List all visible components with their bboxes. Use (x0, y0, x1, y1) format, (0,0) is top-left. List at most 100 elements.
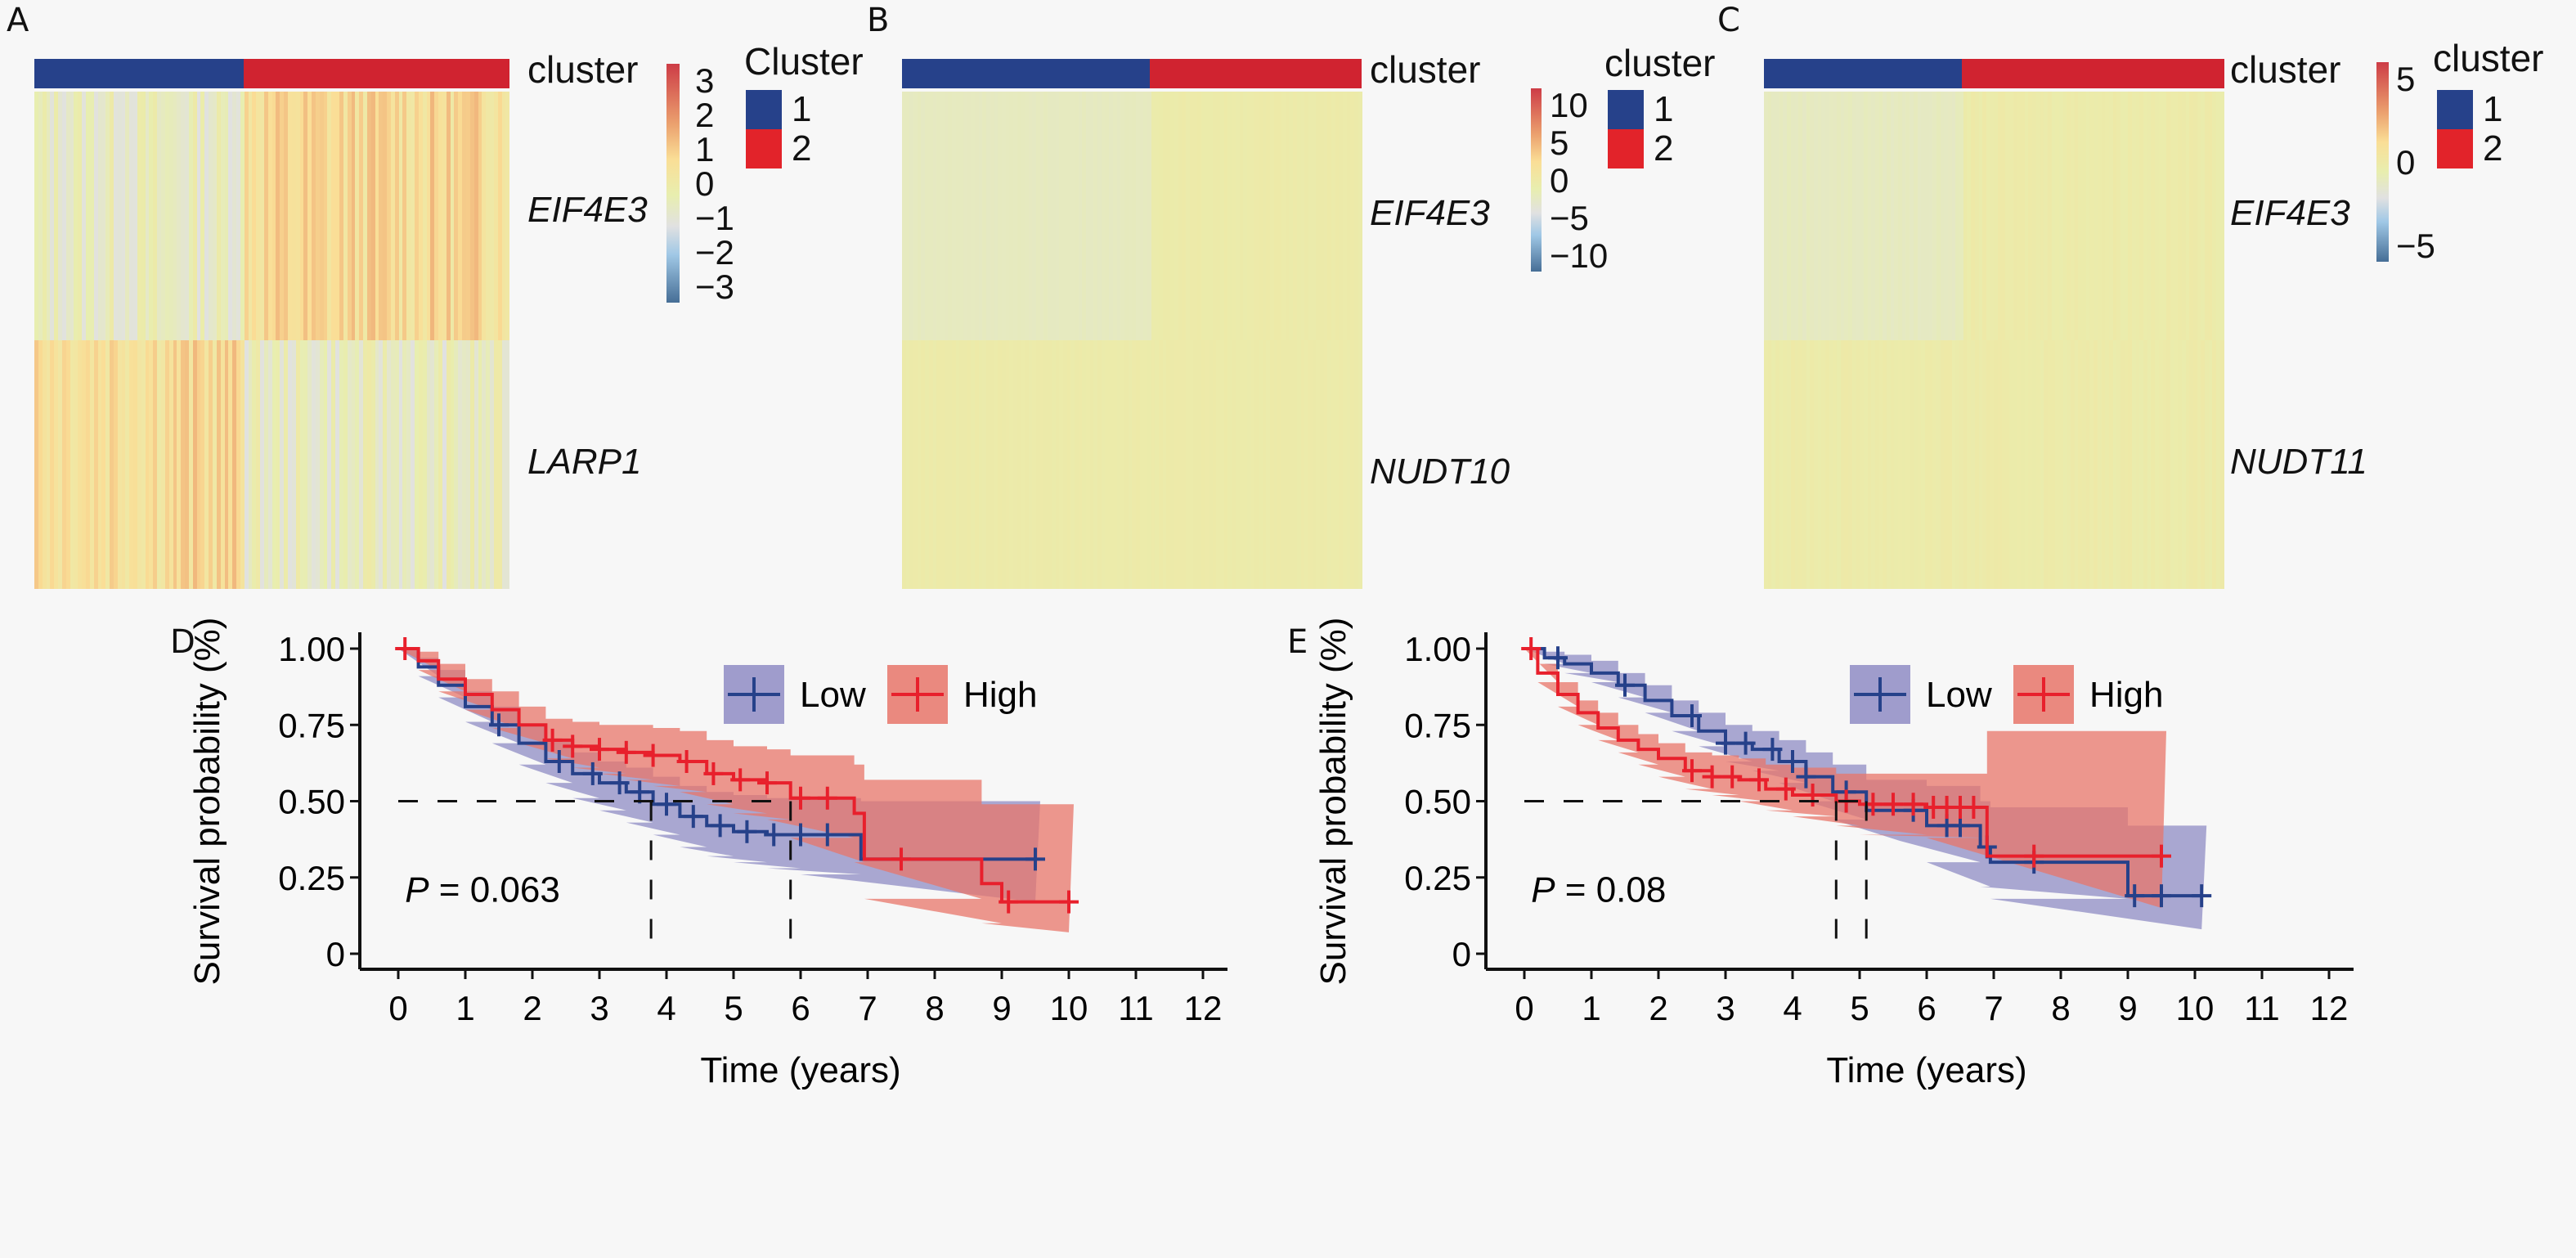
heatmap-cell (1887, 92, 1891, 340)
heatmap-cell (228, 92, 233, 340)
heatmap-cell (1189, 92, 1194, 340)
heatmap-cell (1783, 340, 1788, 589)
heatmap-cell (1059, 340, 1063, 589)
annotation-bar-cluster-1 (1764, 59, 1962, 88)
heatmap-cell (1124, 340, 1129, 589)
heatmap-cell (129, 92, 134, 340)
heatmap-cell (1837, 340, 1841, 589)
heatmap-cell (2035, 92, 2040, 340)
heatmap-cell (1016, 92, 1021, 340)
heatmap-cell (149, 340, 154, 589)
heatmap-cell (177, 92, 182, 340)
heatmap-cell (1086, 92, 1090, 340)
heatmap-cell (343, 340, 348, 589)
heatmap-cell (1135, 92, 1140, 340)
heatmap-cell (133, 92, 137, 340)
colorbar-ticks-c: 5 0 −5 (2396, 62, 2445, 263)
heatmap-cell (1116, 92, 1121, 340)
heatmap-cell (93, 92, 98, 340)
heatmap-cell (2021, 340, 2025, 589)
heatmap-cell (2051, 340, 2056, 589)
heatmap-cell (2151, 340, 2156, 589)
heatmap-cell (2205, 340, 2209, 589)
heatmap-cell (137, 340, 141, 589)
heatmap-cell (2166, 92, 2170, 340)
heatmap-row-nudt11 (1764, 340, 2224, 589)
x-tick-label: 4 (1783, 989, 1802, 1027)
heatmap-cell (1794, 340, 1799, 589)
heatmap-cell (1817, 340, 1822, 589)
heatmap-cell (1339, 92, 1344, 340)
heatmap-cell (1350, 92, 1355, 340)
heatmap-cell (2013, 92, 2017, 340)
legend-key-cluster-1 (1608, 90, 1644, 129)
heatmap-cell (2101, 92, 2106, 340)
heatmap-cell (1867, 340, 1872, 589)
heatmap-cell (2208, 92, 2213, 340)
heatmap-cell (1883, 340, 1887, 589)
heatmap-cell (327, 92, 332, 340)
heatmap-cell (1285, 92, 1290, 340)
heatmap-cell (478, 92, 482, 340)
y-axis-title: Survival probability (%) (1313, 618, 1353, 986)
heatmap-cell (1159, 92, 1163, 340)
heatmap-cell (359, 92, 364, 340)
heatmap-cell (2001, 340, 2006, 589)
heatmap-cell (473, 92, 478, 340)
heatmap-cell (469, 92, 474, 340)
heatmap-cell (1078, 340, 1083, 589)
heatmap-cell (422, 340, 427, 589)
heatmap-cell (2067, 92, 2071, 340)
heatmap-cell (125, 92, 130, 340)
heatmap-cell (2005, 92, 2009, 340)
heatmap-cell (415, 92, 419, 340)
heatmap-cell (986, 340, 990, 589)
heatmap-cell (1062, 340, 1067, 589)
colorbar-tick-label: 0 (2396, 143, 2416, 182)
heatmap-cell (994, 340, 999, 589)
heatmap-cell (1220, 92, 1224, 340)
heatmap-cell (42, 340, 47, 589)
heatmap-c (1764, 59, 2224, 589)
heatmap-cell (1005, 92, 1010, 340)
x-tick-label: 5 (1850, 989, 1869, 1027)
y-tick-label: 0.25 (278, 859, 345, 897)
heatmap-cell (971, 92, 976, 340)
heatmap-cell (2071, 340, 2075, 589)
heatmap-cell (982, 340, 987, 589)
heatmap-cell (2028, 92, 2033, 340)
annotation-bar-cluster-1 (34, 59, 244, 88)
heatmap-cell (1894, 92, 1899, 340)
heatmap-cell (70, 340, 74, 589)
heatmap-cell (1358, 340, 1362, 589)
heatmap-cell (1289, 92, 1294, 340)
panel-label-d: D (170, 623, 195, 661)
heatmap-cell (2105, 340, 2109, 589)
heatmap-cell (1162, 340, 1167, 589)
heatmap-cell (1316, 92, 1320, 340)
row-label-a-1: EIF4E3 (527, 190, 648, 230)
heatmap-cell (909, 92, 914, 340)
heatmap-cell (1048, 92, 1052, 340)
heatmap-cell (1232, 92, 1236, 340)
heatmap-cell (1829, 340, 1833, 589)
heatmap-cell (351, 92, 356, 340)
heatmap-cell (411, 92, 415, 340)
x-axis-title: Time (years) (1826, 1050, 2026, 1090)
heatmap-cell (252, 92, 257, 340)
heatmap-cell (188, 92, 193, 340)
heatmap-cell (2185, 340, 2190, 589)
heatmap-cell (1025, 340, 1029, 589)
heatmap-cell (1032, 92, 1037, 340)
heatmap-cell (196, 92, 201, 340)
heatmap-cell (951, 92, 956, 340)
x-tick-label: 6 (1917, 989, 1936, 1027)
heatmap-cell (1273, 340, 1278, 589)
heatmap-cell (1874, 340, 1879, 589)
heatmap-cell (105, 340, 110, 589)
heatmap-cell (1235, 92, 1240, 340)
heatmap-cell (220, 92, 225, 340)
heatmap-cell (418, 92, 423, 340)
heatmap-cell (1813, 340, 1818, 589)
legend-label-high: High (963, 675, 1038, 715)
